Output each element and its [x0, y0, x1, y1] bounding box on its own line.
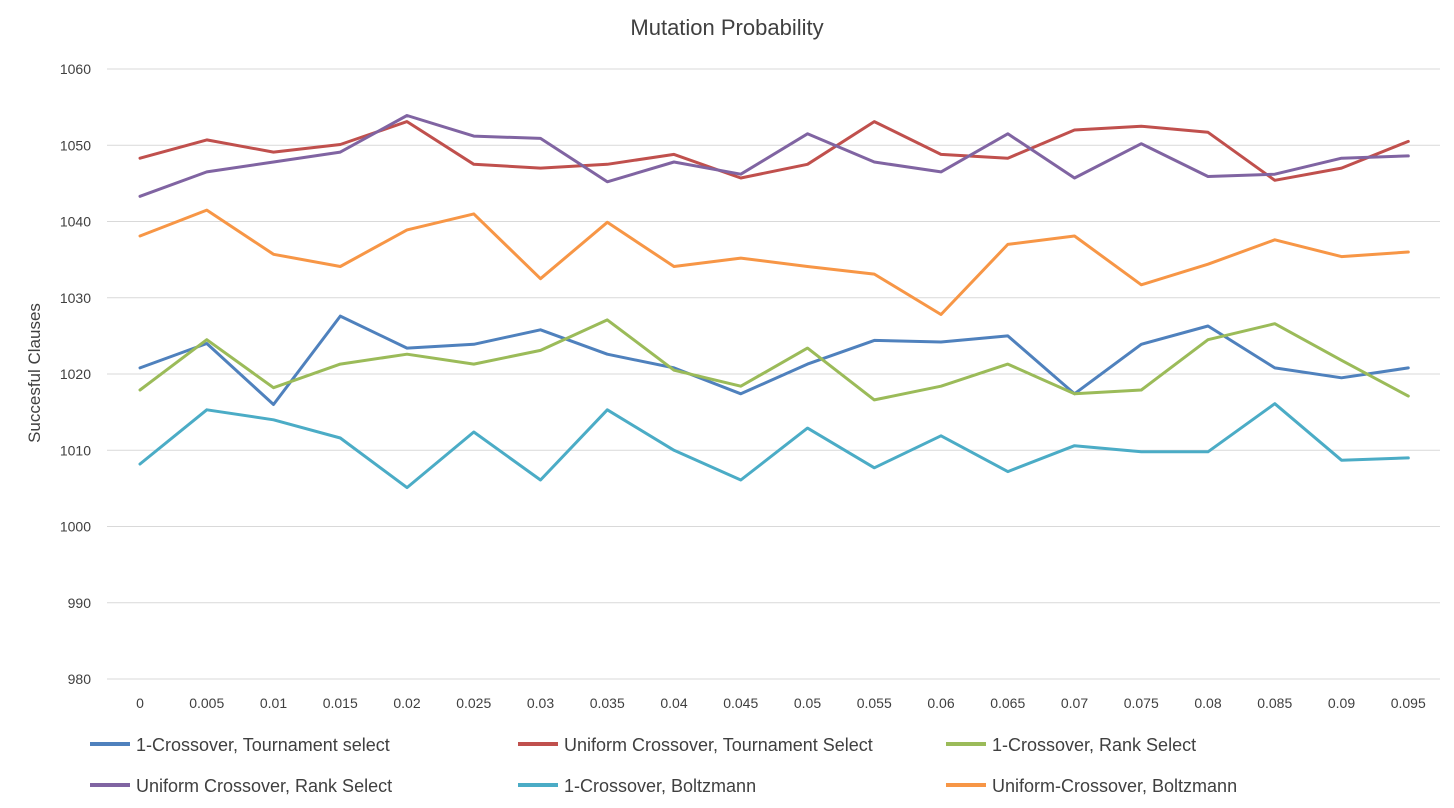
x-tick-label: 0.085: [1257, 695, 1292, 711]
y-tick-label: 1000: [60, 519, 91, 535]
x-tick-label: 0.055: [857, 695, 892, 711]
y-tick-label: 1050: [60, 137, 91, 153]
y-tick-label: 1020: [60, 366, 91, 382]
x-tick-label: 0.095: [1391, 695, 1426, 711]
x-tick-label: 0.025: [456, 695, 491, 711]
x-tick-label: 0.05: [794, 695, 821, 711]
x-tick-label: 0.065: [990, 695, 1025, 711]
legend-label: Uniform-Crossover, Boltzmann: [992, 776, 1237, 796]
chart-title: Mutation Probability: [630, 15, 823, 40]
legend: 1-Crossover, Tournament select Uniform Cr…: [90, 735, 1237, 796]
legend-item-1: 1-Crossover, Tournament select: [90, 735, 390, 755]
x-tick-label: 0.04: [660, 695, 687, 711]
y-tick-label: 1060: [60, 61, 91, 77]
legend-label: 1-Crossover, Rank Select: [992, 735, 1196, 755]
series-line-5: [138, 402, 1410, 490]
x-tick-label: 0.06: [927, 695, 954, 711]
legend-item-5: 1-Crossover, Boltzmann: [518, 776, 756, 796]
x-tick-label: 0.03: [527, 695, 554, 711]
y-axis-label: Succesful Clauses: [25, 303, 44, 443]
series-line-3: [138, 318, 1410, 402]
x-tick-label: 0.035: [590, 695, 625, 711]
series-line-2: [138, 120, 1410, 182]
legend-label: 1-Crossover, Tournament select: [136, 735, 390, 755]
gridlines: [107, 68, 1440, 680]
series-lines: [138, 114, 1410, 490]
y-tick-label: 1030: [60, 290, 91, 306]
y-tick-label: 980: [68, 671, 92, 687]
x-tick-label: 0.045: [723, 695, 758, 711]
legend-item-3: 1-Crossover, Rank Select: [946, 735, 1196, 755]
legend-item-6: Uniform-Crossover, Boltzmann: [946, 776, 1237, 796]
x-tick-label: 0: [136, 695, 144, 711]
legend-label: Uniform Crossover, Tournament Select: [564, 735, 873, 755]
y-tick-label: 990: [68, 595, 92, 611]
legend-item-2: Uniform Crossover, Tournament Select: [518, 735, 873, 755]
legend-label: 1-Crossover, Boltzmann: [564, 776, 756, 796]
x-tick-label: 0.07: [1061, 695, 1088, 711]
x-tick-label: 0.075: [1124, 695, 1159, 711]
y-tick-label: 1010: [60, 442, 91, 458]
series-line-1: [138, 314, 1410, 406]
legend-label: Uniform Crossover, Rank Select: [136, 776, 392, 796]
x-tick-label: 0.02: [393, 695, 420, 711]
y-tick-labels: 980 990 1000 1010 1020 1030 1040 1050 1060: [60, 61, 91, 687]
x-tick-label: 0.015: [323, 695, 358, 711]
x-tick-label: 0.01: [260, 695, 287, 711]
x-tick-label: 0.08: [1194, 695, 1221, 711]
series-line-6: [138, 208, 1410, 316]
x-tick-label: 0.005: [189, 695, 224, 711]
y-tick-label: 1040: [60, 214, 91, 230]
x-tick-label: 0.09: [1328, 695, 1355, 711]
series-line-4: [138, 114, 1410, 198]
legend-item-4: Uniform Crossover, Rank Select: [90, 776, 392, 796]
x-tick-labels: 0 0.005 0.01 0.015 0.02 0.025 0.03 0.035 0.04 0.0…: [136, 695, 1426, 711]
